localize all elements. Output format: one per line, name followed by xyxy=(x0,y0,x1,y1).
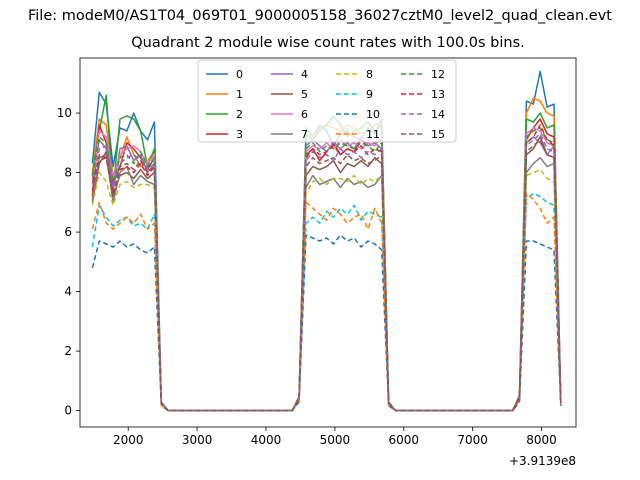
legend-label-10: 10 xyxy=(366,108,380,121)
legend-label-2: 2 xyxy=(236,108,243,121)
series-line-1 xyxy=(91,97,562,412)
legend-label-8: 8 xyxy=(366,68,373,81)
series-line-13 xyxy=(91,124,562,412)
x-offset-label: +3.9139e8 xyxy=(509,454,576,468)
legend-label-7: 7 xyxy=(301,128,308,141)
series-line-15 xyxy=(91,139,562,412)
legend-label-6: 6 xyxy=(301,108,308,121)
series-line-12 xyxy=(91,127,562,412)
y-tick-label: 0 xyxy=(64,404,72,418)
y-tick-label: 10 xyxy=(57,106,72,120)
legend-label-1: 1 xyxy=(236,88,243,101)
series-line-6 xyxy=(91,127,562,412)
legend-label-5: 5 xyxy=(301,88,308,101)
x-tick-label: 6000 xyxy=(389,433,420,447)
series-line-10 xyxy=(91,234,562,412)
legend-label-3: 3 xyxy=(236,128,243,141)
series-line-3 xyxy=(91,118,562,412)
legend-label-9: 9 xyxy=(366,88,373,101)
plot-frame xyxy=(79,57,577,428)
series-line-8 xyxy=(91,168,562,412)
x-tick-label: 7000 xyxy=(457,433,488,447)
legend-label-13: 13 xyxy=(431,88,445,101)
chart-title: Quadrant 2 module wise count rates with … xyxy=(131,35,525,51)
legend-label-12: 12 xyxy=(431,68,445,81)
series-line-4 xyxy=(91,136,562,412)
y-tick-label: 6 xyxy=(64,225,72,239)
figure-suptitle: File: modeM0/AS1T04_069T01_9000005158_36… xyxy=(27,8,612,24)
x-tick-label: 8000 xyxy=(526,433,557,447)
legend-label-14: 14 xyxy=(431,108,445,121)
legend-label-4: 4 xyxy=(301,68,308,81)
series-line-14 xyxy=(91,133,562,412)
series-line-5 xyxy=(91,136,562,412)
x-tick-label: 5000 xyxy=(320,433,351,447)
legend-label-11: 11 xyxy=(366,128,380,141)
series-line-11 xyxy=(91,192,562,412)
legend-label-0: 0 xyxy=(236,68,243,81)
legend-box xyxy=(197,59,457,143)
series-line-7 xyxy=(91,153,562,412)
legend-label-15: 15 xyxy=(431,128,445,141)
y-tick-label: 4 xyxy=(64,285,72,299)
x-tick-label: 4000 xyxy=(251,433,282,447)
x-tick-label: 3000 xyxy=(182,433,213,447)
y-tick-label: 2 xyxy=(64,344,72,358)
y-tick-label: 8 xyxy=(64,166,72,180)
x-tick-label: 2000 xyxy=(113,433,144,447)
series-line-9 xyxy=(91,192,562,412)
